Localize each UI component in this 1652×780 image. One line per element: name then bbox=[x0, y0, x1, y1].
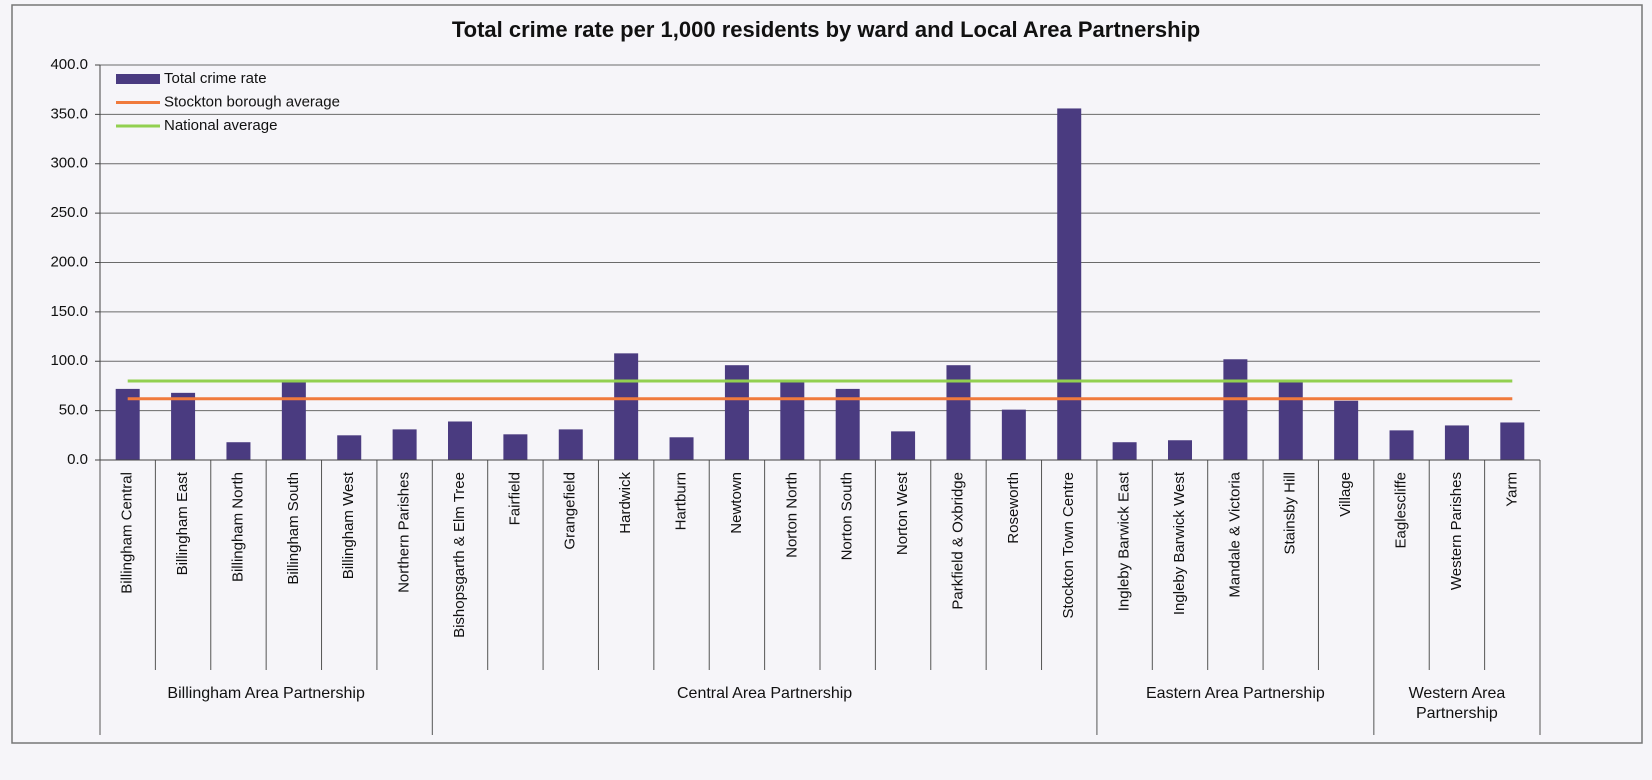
bar bbox=[1444, 425, 1469, 460]
bar bbox=[891, 431, 916, 460]
bar bbox=[226, 442, 251, 460]
y-tick-label: 0.0 bbox=[67, 451, 88, 468]
bar bbox=[392, 429, 417, 460]
y-tick-label: 50.0 bbox=[59, 402, 88, 419]
chart-border bbox=[11, 4, 1643, 744]
bar bbox=[171, 392, 196, 460]
legend-label: Stockton borough average bbox=[164, 93, 340, 110]
x-tick-label: Stainsby Hill bbox=[1282, 472, 1299, 555]
x-tick-label: Ingleby Barwick West bbox=[1171, 471, 1188, 615]
bar bbox=[448, 421, 472, 460]
bar bbox=[614, 353, 639, 460]
x-tick-label: Ingleby Barwick East bbox=[1116, 471, 1133, 611]
bar bbox=[1057, 108, 1082, 460]
x-tick-label: Hartburn bbox=[673, 472, 690, 530]
bar bbox=[835, 388, 860, 460]
x-tick-label: Western Parishes bbox=[1448, 472, 1465, 590]
y-tick-label: 300.0 bbox=[50, 155, 88, 172]
group-label: Central Area Partnership bbox=[677, 685, 853, 702]
bar bbox=[503, 434, 528, 460]
bar bbox=[337, 435, 362, 460]
group-label: Western Area Partnership bbox=[1408, 685, 1506, 722]
x-tick-label: Norton North bbox=[783, 472, 800, 558]
legend-label: Total crime rate bbox=[164, 70, 267, 87]
x-tick-label: Roseworth bbox=[1005, 472, 1022, 544]
x-tick-label: Parkfield & Oxbridge bbox=[949, 472, 966, 610]
x-tick-label: Fairfield bbox=[506, 472, 523, 525]
legend-swatch bbox=[116, 74, 160, 84]
bar bbox=[780, 380, 805, 460]
y-tick-label: 400.0 bbox=[50, 56, 88, 73]
y-tick-label: 350.0 bbox=[50, 105, 88, 122]
bar bbox=[1112, 442, 1137, 460]
bar bbox=[724, 365, 749, 460]
x-tick-label: Hardwick bbox=[617, 472, 634, 534]
bar bbox=[281, 381, 306, 460]
y-tick-label: 150.0 bbox=[50, 303, 88, 320]
x-tick-label: Grangefield bbox=[562, 472, 579, 550]
x-tick-label: Norton West bbox=[894, 471, 911, 555]
group-label: Billingham Area Partnership bbox=[167, 685, 365, 702]
x-tick-label: Stockton Town Centre bbox=[1060, 472, 1077, 618]
x-tick-label: Village bbox=[1337, 472, 1354, 517]
x-tick-label: Billingham North bbox=[229, 472, 246, 582]
x-tick-label: Mandale & Victoria bbox=[1226, 471, 1243, 597]
x-tick-label: Eaglescliffe bbox=[1393, 472, 1410, 548]
chart-title: Total crime rate per 1,000 residents by … bbox=[452, 17, 1200, 42]
bar bbox=[115, 388, 140, 460]
x-tick-label: Norton South bbox=[839, 472, 856, 560]
bar bbox=[1001, 409, 1026, 460]
bar bbox=[1500, 422, 1525, 460]
bar bbox=[1278, 380, 1303, 460]
bar bbox=[946, 365, 971, 460]
x-tick-label: Billingham East bbox=[174, 471, 191, 575]
bar bbox=[1389, 430, 1414, 460]
legend-label: National average bbox=[164, 117, 277, 134]
y-tick-label: 200.0 bbox=[50, 253, 88, 270]
bar bbox=[558, 429, 583, 460]
y-tick-label: 250.0 bbox=[50, 204, 88, 221]
x-tick-label: Billingham Central bbox=[119, 472, 136, 594]
bar bbox=[1168, 440, 1192, 460]
y-tick-label: 100.0 bbox=[50, 352, 88, 369]
x-tick-label: Billingham South bbox=[285, 472, 302, 585]
bar bbox=[1223, 359, 1248, 460]
group-label: Eastern Area Partnership bbox=[1146, 685, 1325, 702]
x-tick-label: Billingham West bbox=[340, 471, 357, 579]
x-tick-label: Newtown bbox=[728, 472, 745, 534]
x-tick-label: Bishopsgarth & Elm Tree bbox=[451, 472, 468, 638]
bar bbox=[1334, 400, 1359, 460]
x-tick-label: Northern Parishes bbox=[396, 472, 413, 593]
bar bbox=[669, 437, 694, 460]
x-tick-label: Yarm bbox=[1503, 472, 1520, 507]
